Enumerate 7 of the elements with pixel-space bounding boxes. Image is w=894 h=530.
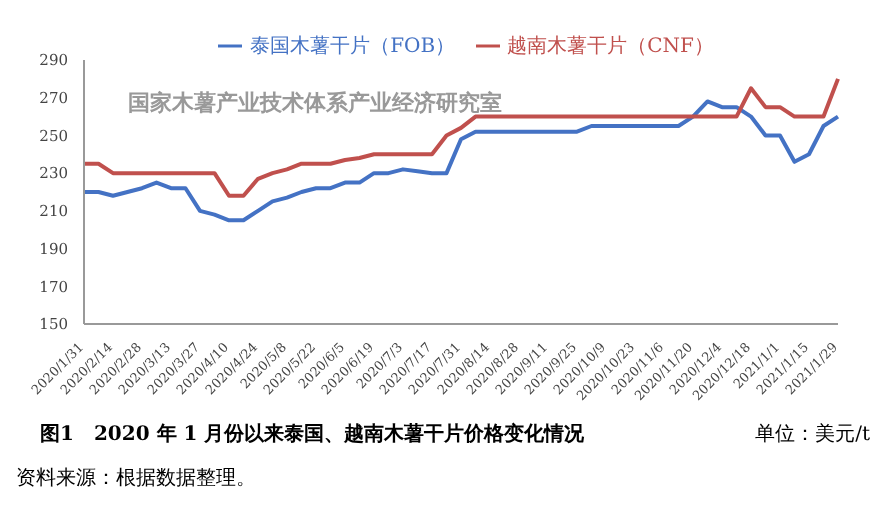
overlay-text: 国家木薯产业技术体系产业经济研究室 [128,88,502,118]
text: 单位：美元/t [755,421,870,448]
line-series [82,76,840,198]
legend-label: 越南木薯干片（CNF） [507,36,714,58]
text: 资料来源：根据数据整理。 [16,465,258,492]
text: 图1 2020 年 1 月份以来泰国、越南木薯干片价格变化情况 [40,420,585,448]
legend-label: 泰国木薯干片（FOB） [250,36,456,58]
